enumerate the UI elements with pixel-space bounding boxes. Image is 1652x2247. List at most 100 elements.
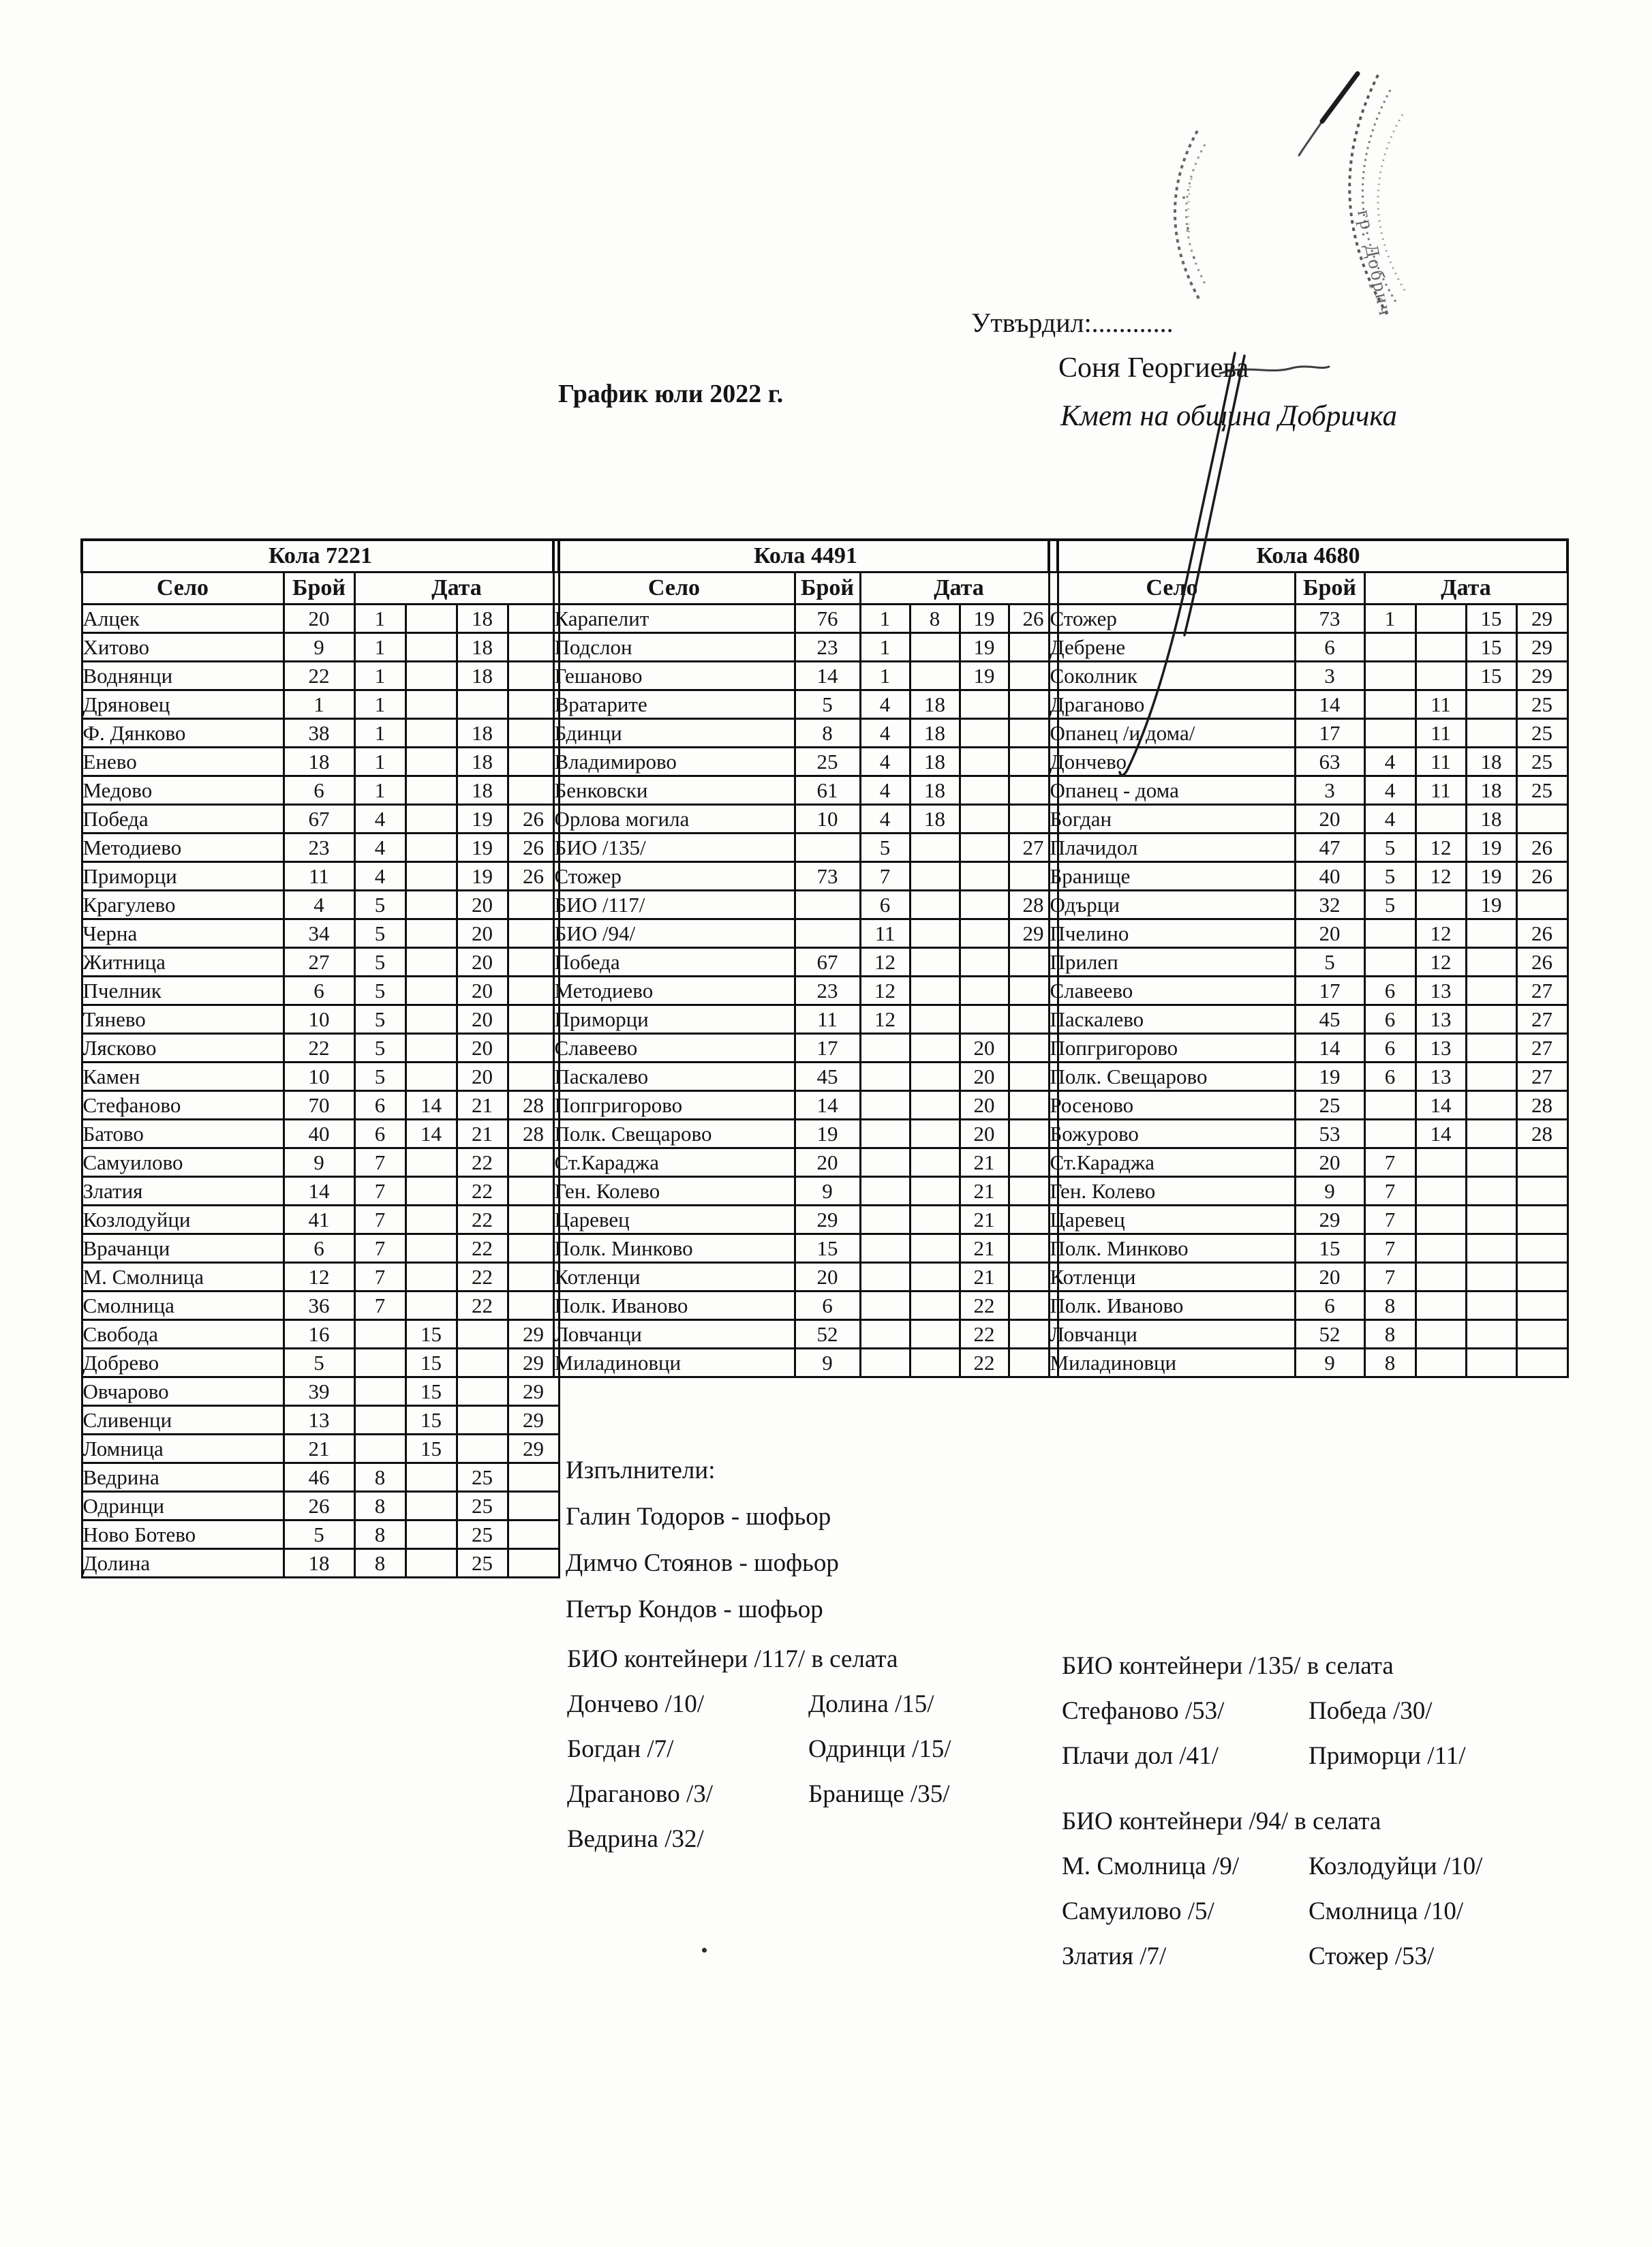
table-row: М. Смолница 12 7 22 bbox=[80, 1262, 560, 1292]
executor-item: Галин Тодоров - шофьор bbox=[566, 1503, 831, 1531]
count-cell: 11 bbox=[282, 861, 356, 891]
date-cell bbox=[353, 1433, 407, 1464]
schedule-table-kola-4491: Кола 4491 Село Брой Дата Карапелит 76 1 8 19 26 По… bbox=[552, 538, 1059, 1378]
count-cell bbox=[793, 918, 861, 949]
village-cell: Воднянци bbox=[80, 660, 285, 691]
date-cell: 7 bbox=[353, 1290, 407, 1321]
village-cell: Приморци bbox=[552, 1004, 796, 1035]
bio-village-right: Одринци /15/ bbox=[808, 1735, 951, 1763]
date-cell bbox=[404, 1004, 458, 1035]
count-cell: 20 bbox=[793, 1147, 861, 1178]
date-cell: 8 bbox=[1363, 1319, 1417, 1349]
date-cell bbox=[404, 1519, 458, 1550]
table-row: Ловчанци 52 8 bbox=[1047, 1319, 1569, 1349]
date-cell: 15 bbox=[404, 1319, 458, 1349]
table-row: Методиево 23 12 bbox=[552, 975, 1059, 1006]
date-cell: 5 bbox=[353, 947, 407, 977]
village-cell: Стожер bbox=[552, 861, 796, 891]
date-cell: 26 bbox=[1515, 861, 1569, 891]
count-cell: 23 bbox=[793, 975, 861, 1006]
date-cell: 20 bbox=[455, 918, 509, 949]
bio-village-right: Долина /15/ bbox=[808, 1690, 934, 1718]
date-cell: 20 bbox=[455, 1061, 509, 1092]
date-cell bbox=[1465, 1033, 1518, 1063]
date-cell: 22 bbox=[455, 1147, 509, 1178]
village-cell: Котленци bbox=[1047, 1262, 1296, 1292]
village-cell: Дончево bbox=[1047, 746, 1296, 777]
column-header-count: Брой bbox=[1294, 571, 1366, 605]
date-cell: 12 bbox=[859, 975, 911, 1006]
date-cell bbox=[506, 1061, 560, 1092]
village-cell: Пчелник bbox=[80, 975, 285, 1006]
table-row: Паскалево 45 6 13 27 bbox=[1047, 1004, 1569, 1035]
date-cell bbox=[404, 1233, 458, 1264]
count-cell: 6 bbox=[793, 1290, 861, 1321]
date-cell bbox=[1465, 947, 1518, 977]
count-cell: 14 bbox=[282, 1176, 356, 1206]
table-row: Победа 67 12 bbox=[552, 947, 1059, 977]
date-cell bbox=[404, 1204, 458, 1235]
table-row: БИО /135/5 27 bbox=[552, 832, 1059, 863]
date-cell: 4 bbox=[859, 746, 911, 777]
date-cell: 25 bbox=[455, 1519, 509, 1550]
date-cell bbox=[353, 1347, 407, 1378]
date-cell bbox=[404, 832, 458, 863]
date-cell: 29 bbox=[506, 1405, 560, 1435]
date-cell bbox=[1414, 889, 1467, 920]
date-cell: 20 bbox=[958, 1090, 1010, 1120]
bio-135-heading: БИО контейнери /135/ в селата bbox=[1062, 1652, 1394, 1680]
count-cell: 5 bbox=[793, 689, 861, 720]
village-cell: Миладиновци bbox=[552, 1347, 796, 1378]
village-cell: Миладиновци bbox=[1047, 1347, 1296, 1378]
date-cell: 15 bbox=[1465, 603, 1518, 634]
bio-117-heading: БИО контейнери /117/ в селата bbox=[567, 1645, 898, 1673]
date-cell bbox=[404, 1491, 458, 1521]
date-cell: 18 bbox=[908, 775, 961, 806]
stamp-left bbox=[1174, 130, 1208, 299]
date-cell: 25 bbox=[1515, 746, 1569, 777]
date-cell: 4 bbox=[859, 775, 911, 806]
date-cell: 26 bbox=[1515, 947, 1569, 977]
date-cell: 5 bbox=[859, 832, 911, 863]
date-cell bbox=[506, 1491, 560, 1521]
village-cell: Котленци bbox=[552, 1262, 796, 1292]
date-cell: 5 bbox=[353, 1033, 407, 1063]
date-cell bbox=[404, 861, 458, 891]
date-cell bbox=[404, 689, 458, 720]
date-cell: 18 bbox=[908, 804, 961, 834]
table-row: Росеново 25 14 28 bbox=[1047, 1090, 1569, 1120]
date-cell: 21 bbox=[958, 1204, 1010, 1235]
village-cell: Долина bbox=[80, 1548, 285, 1578]
date-cell bbox=[506, 603, 560, 634]
date-cell: 22 bbox=[958, 1319, 1010, 1349]
date-cell: 14 bbox=[404, 1118, 458, 1149]
date-cell: 4 bbox=[353, 804, 407, 834]
date-cell bbox=[404, 1033, 458, 1063]
village-cell: Смолница bbox=[80, 1290, 285, 1321]
date-cell: 6 bbox=[353, 1090, 407, 1120]
date-cell bbox=[1515, 889, 1569, 920]
count-cell: 15 bbox=[793, 1233, 861, 1264]
table-row: Приморци 11 4 19 26 bbox=[80, 861, 560, 891]
date-cell: 18 bbox=[1465, 775, 1518, 806]
table-row: Одринци 26 8 25 bbox=[80, 1491, 560, 1521]
date-cell bbox=[1465, 1262, 1518, 1292]
table-row: Ломница 21 15 29 bbox=[80, 1433, 560, 1464]
count-cell: 10 bbox=[282, 1061, 356, 1092]
count-cell: 23 bbox=[282, 832, 356, 863]
table-row: Царевец 29 7 bbox=[1047, 1204, 1569, 1235]
village-cell: Крагулево bbox=[80, 889, 285, 920]
bio-section-135: БИО контейнери /135/ в селата Стефаново … bbox=[1062, 1644, 1465, 1779]
date-cell: 4 bbox=[859, 718, 911, 748]
date-cell: 20 bbox=[455, 889, 509, 920]
date-cell: 19 bbox=[455, 832, 509, 863]
date-cell: 1 bbox=[353, 746, 407, 777]
village-cell: Ловчанци bbox=[1047, 1319, 1296, 1349]
village-cell: Прилеп bbox=[1047, 947, 1296, 977]
date-cell: 20 bbox=[958, 1118, 1010, 1149]
date-cell: 7 bbox=[353, 1176, 407, 1206]
count-cell: 29 bbox=[1294, 1204, 1366, 1235]
table-row: Гешаново 14 1 19 bbox=[552, 660, 1059, 691]
date-cell: 19 bbox=[1465, 832, 1518, 863]
date-cell: 12 bbox=[1414, 947, 1467, 977]
